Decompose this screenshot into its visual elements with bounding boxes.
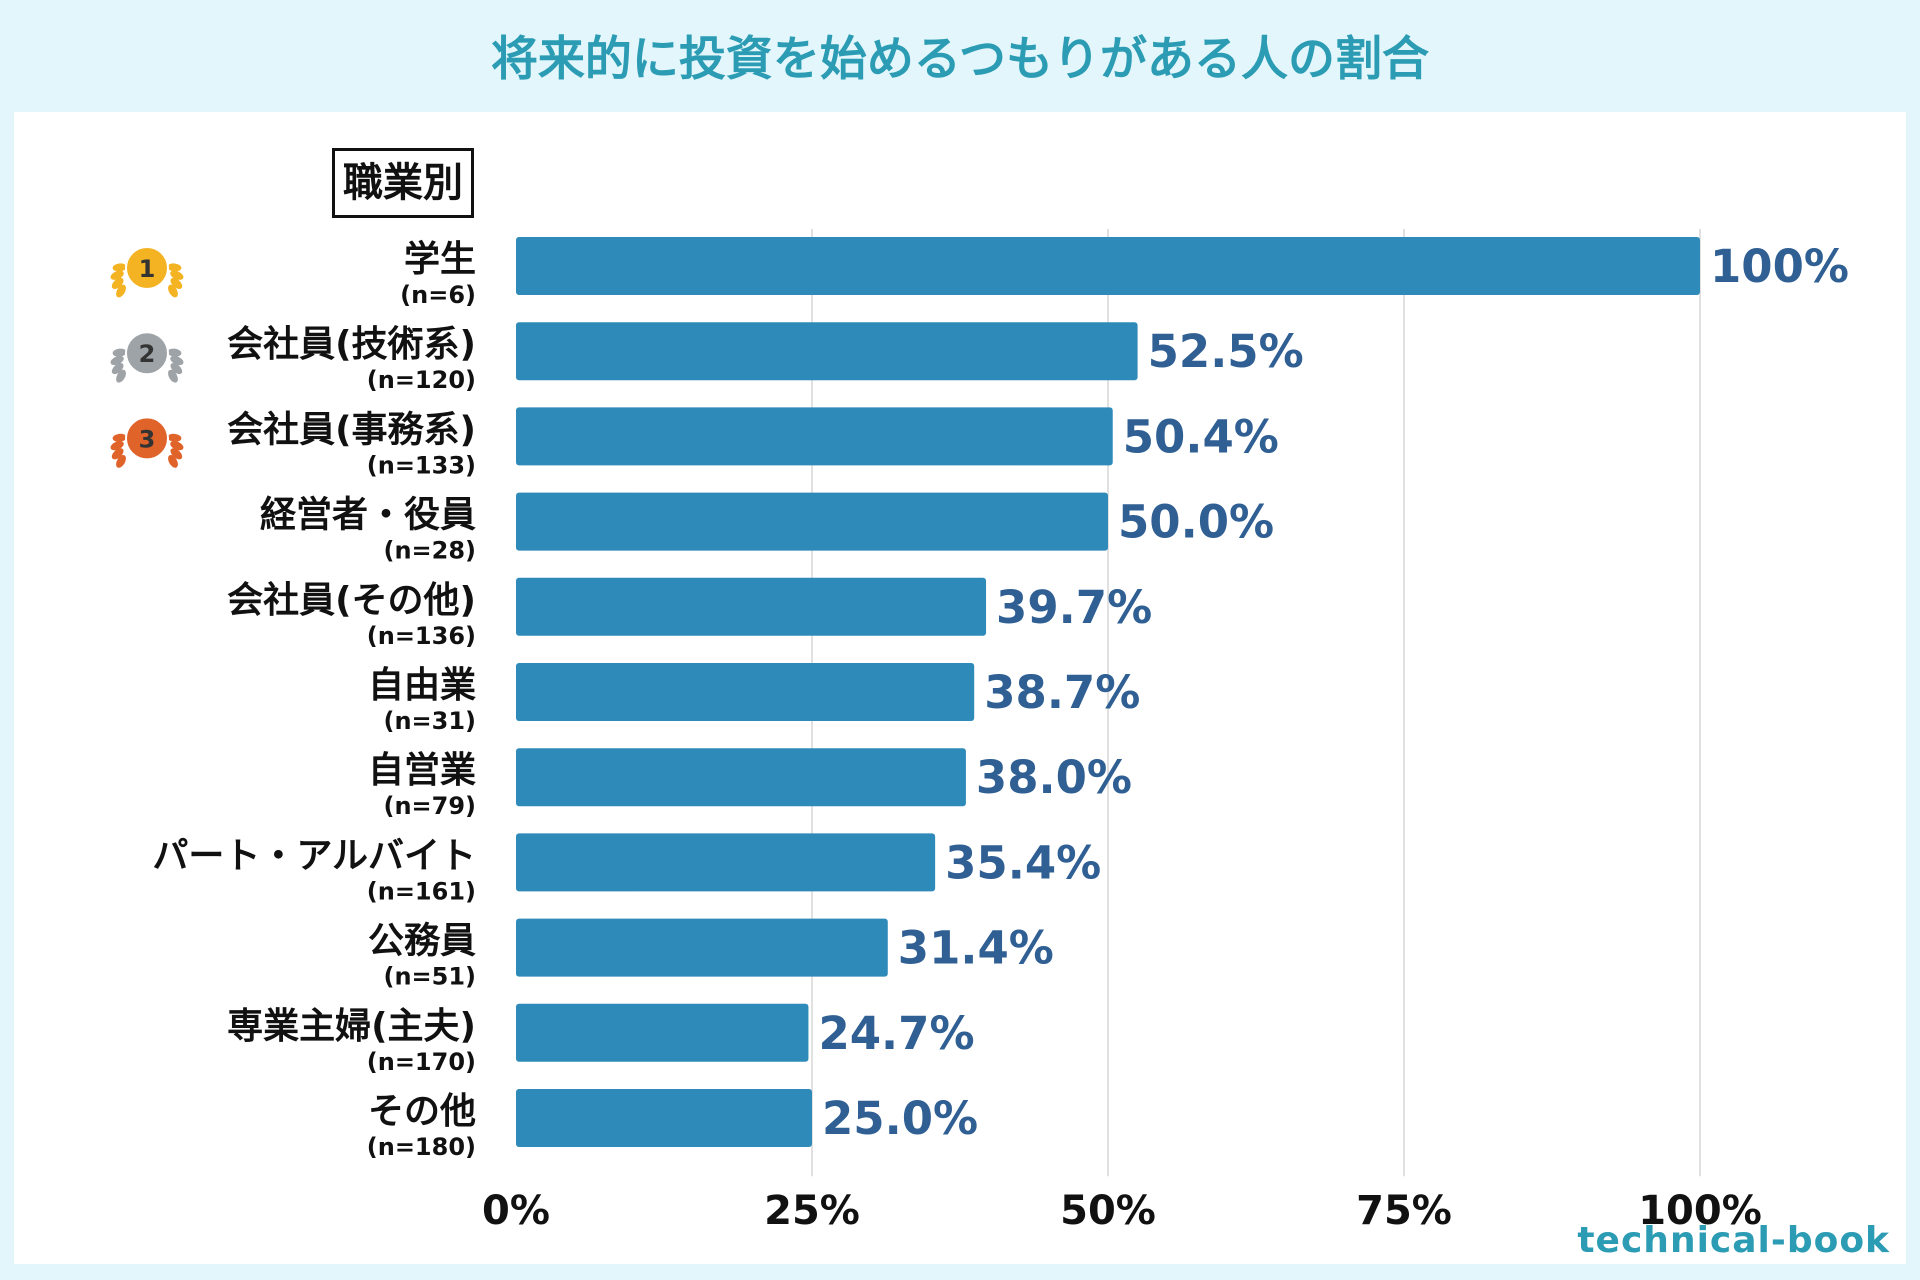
sample-size-label: (n=31) [383,707,476,735]
medal-disc [125,331,169,376]
sample-size-label: (n=133) [367,451,476,479]
category-label: その他 [368,1091,476,1132]
category-label: パート・アルバイト [152,835,476,876]
bar [516,833,936,892]
x-tick-label: 75% [1356,1188,1452,1234]
medal-rank-number: 1 [139,255,156,283]
bar [516,1089,812,1147]
value-label: 50.0% [1118,496,1274,549]
laurel-leaf [111,448,124,460]
value-label: 52.5% [1148,325,1304,378]
bronze-medal-icon: 3 [110,416,184,468]
bar [516,663,975,721]
laurel-leaf [111,363,124,375]
medal-disc [125,246,169,290]
x-tick-label: 50% [1060,1188,1156,1234]
laurel-leaf [112,433,127,442]
laurel-leaf [170,355,184,366]
bar [516,918,888,977]
sample-size-label: (n=28) [383,537,476,565]
laurel-leaf [167,263,182,272]
laurel-leaf [170,363,183,375]
value-label: 31.4% [898,922,1054,975]
category-label: 会社員(その他) [227,580,476,621]
laurel-leaf [168,369,178,383]
medal-disc [125,416,169,461]
value-label: 39.7% [996,581,1152,634]
sample-size-label: (n=136) [367,622,476,650]
sample-size-label: (n=170) [367,1048,476,1076]
laurel-leaf [116,369,126,383]
silver-medal-icon: 2 [110,331,184,383]
laurel-leaf [167,433,182,442]
laurel-leaf [168,284,178,298]
laurel-leaf [112,348,127,357]
x-tick-label: 100% [1638,1188,1762,1234]
category-label: 専業主婦(主夫) [227,1006,476,1047]
laurel-leaf [111,277,124,289]
medal-rank-number: 3 [139,425,156,453]
chart-title: 将来的に投資を始めるつもりがある人の割合 [490,32,1430,87]
x-tick-label: 25% [764,1188,860,1234]
sample-size-label: (n=79) [383,792,476,820]
gold-medal-icon: 1 [110,246,184,298]
sample-size-label: (n=6) [400,281,476,309]
x-tick-label: 0% [482,1188,550,1234]
bar [516,1003,809,1062]
laurel-leaf [170,448,183,460]
laurel-leaf [167,348,182,357]
value-label: 35.4% [945,836,1101,889]
value-label: 38.0% [976,751,1132,804]
section-label: 職業別 [332,148,474,218]
bar [516,407,1113,466]
laurel-leaf [170,441,184,451]
sample-size-label: (n=51) [383,963,476,991]
sample-size-label: (n=180) [367,1133,476,1161]
laurel-leaf [168,455,178,468]
brand-logo: technical-book [1577,1220,1890,1261]
value-label: 25.0% [822,1092,978,1145]
medal-rank-number: 2 [139,340,156,368]
bar [516,577,987,636]
laurel-leaf [110,441,124,451]
category-label: 会社員(事務系) [227,409,476,450]
laurel-leaf [170,277,183,289]
category-label: 自営業 [368,750,476,791]
value-label: 50.4% [1123,410,1279,463]
laurel-leaf [116,284,126,298]
category-label: 経営者・役員 [260,495,476,536]
laurel-leaf [170,270,184,280]
category-label: 学生 [404,238,476,280]
value-label: 38.7% [984,666,1140,719]
category-label: 自由業 [368,665,476,706]
bar [516,237,1700,295]
bar [516,492,1108,551]
laurel-leaf [116,455,126,468]
bar [516,748,966,807]
category-label: 会社員(技術系) [227,324,476,365]
sample-size-label: (n=120) [367,366,476,394]
category-label: 公務員 [368,921,476,962]
laurel-leaf [112,263,127,272]
sample-size-label: (n=161) [367,877,476,905]
laurel-leaf [110,355,124,366]
bar [516,322,1138,381]
laurel-leaf [110,270,124,280]
value-label: 24.7% [818,1007,974,1060]
value-label: 100% [1710,240,1849,293]
